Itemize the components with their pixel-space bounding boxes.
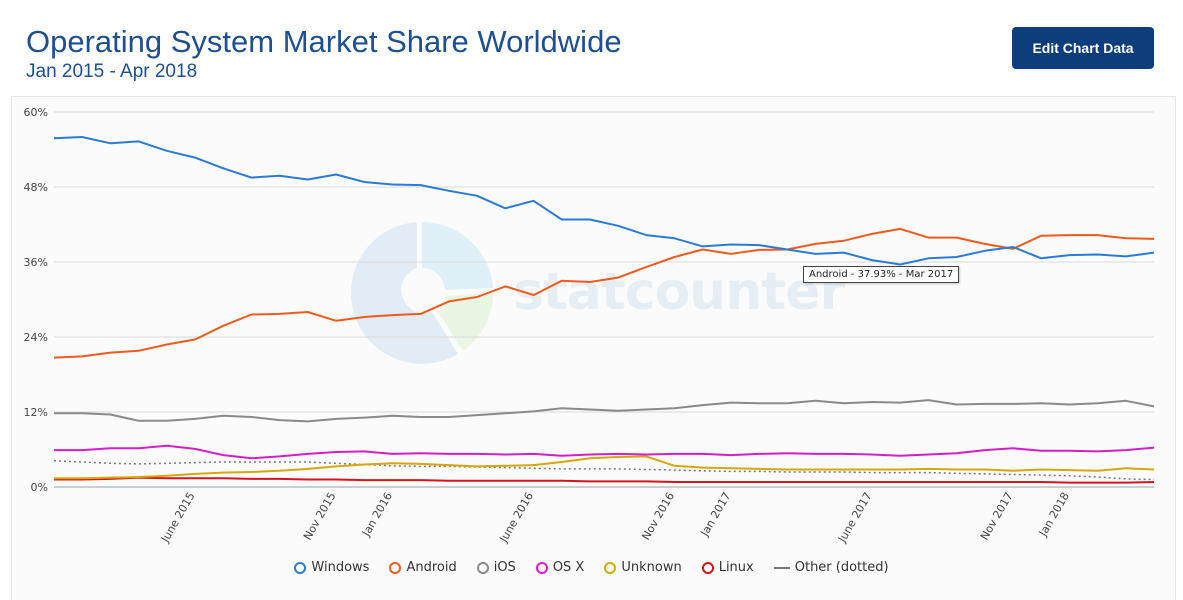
legend-marker-icon (773, 566, 790, 569)
page-title: Operating System Market Share Worldwide (26, 24, 622, 59)
series-line-ios (54, 399, 1155, 423)
legend-label: OS X (552, 560, 585, 575)
legend-marker-icon (604, 561, 617, 574)
legend-marker-icon (476, 561, 489, 574)
legend-marker-icon (389, 561, 402, 574)
x-tick-label: Nov 2016 (639, 490, 677, 542)
x-tick-label: June 2016 (497, 490, 536, 545)
y-tick-label: 60% (24, 106, 48, 119)
y-tick-label: 48% (24, 181, 48, 194)
legend-marker-icon (701, 561, 714, 574)
page-subtitle: Jan 2015 - Apr 2018 (26, 61, 198, 82)
x-tick-label: Jan 2016 (359, 490, 395, 539)
legend-item-windows[interactable]: Windows (294, 560, 369, 575)
x-tick-label: Nov 2015 (301, 490, 339, 542)
chart-tooltip: Android - 37.93% - Mar 2017 (803, 266, 960, 283)
chart-area (11, 96, 1176, 600)
legend-label: iOS (493, 560, 516, 575)
x-tick-label: Jan 2018 (1036, 490, 1072, 539)
chart-legend: Windows Android iOS OS X Unknown Linux Other (… (0, 560, 1183, 575)
x-tick-label: Jan 2017 (698, 490, 734, 539)
x-tick-label: June 2015 (158, 490, 197, 545)
edit-chart-data-button[interactable]: Edit Chart Data (1012, 27, 1154, 69)
legend-marker-icon (294, 561, 307, 574)
watermark-text: statcounter (513, 262, 845, 322)
series-line-linux (54, 476, 1155, 484)
legend-marker-icon (535, 561, 548, 574)
series-line-windows (53, 136, 1155, 266)
legend-item-linux[interactable]: Linux (701, 560, 754, 575)
x-tick-label: June 2017 (835, 490, 874, 545)
series-line-unknown (54, 455, 1155, 480)
y-tick-label: 12% (24, 406, 48, 419)
x-tick-label: Nov 2017 (978, 490, 1016, 542)
legend-label: Unknown (621, 560, 682, 575)
legend-item-unknown[interactable]: Unknown (604, 560, 682, 575)
series-line-android (53, 227, 1155, 359)
legend-item-os-x[interactable]: OS X (535, 560, 585, 575)
legend-item-android[interactable]: Android (389, 560, 457, 575)
y-tick-label: 36% (24, 256, 48, 269)
y-tick-label: 24% (24, 331, 48, 344)
legend-label: Windows (311, 560, 370, 575)
legend-item-other-dotted[interactable]: Other (dotted) (773, 560, 889, 575)
series-line-os-x (54, 444, 1155, 460)
legend-label: Android (406, 560, 457, 575)
series-line-other-dotted (53, 460, 1155, 481)
legend-label: Linux (718, 560, 754, 575)
y-tick-label: 0% (31, 481, 48, 494)
legend-label: Other (dotted) (794, 560, 889, 575)
legend-item-ios[interactable]: iOS (476, 560, 516, 575)
